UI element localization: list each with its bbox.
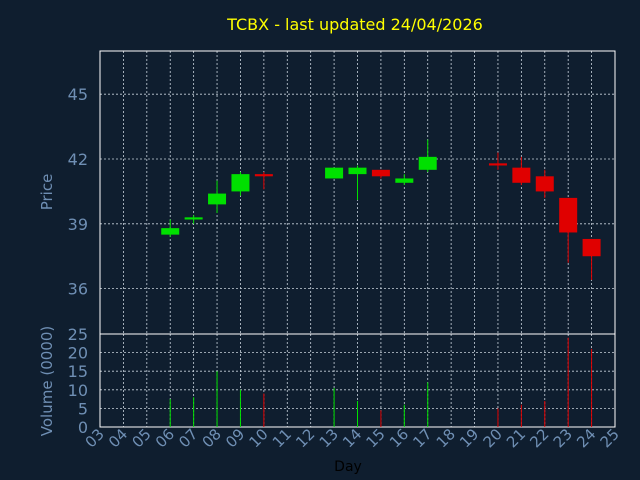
volume-tick-label: 15 bbox=[68, 362, 88, 381]
volume-tick-label: 0 bbox=[78, 418, 88, 437]
chart-title: TCBX - last updated 24/04/2026 bbox=[226, 15, 483, 34]
x-tick-label: 09 bbox=[222, 425, 248, 451]
x-tick-label: 17 bbox=[409, 425, 435, 451]
x-tick-label: 25 bbox=[597, 425, 623, 451]
x-tick-label: 20 bbox=[480, 425, 506, 451]
candle-body bbox=[325, 167, 344, 179]
volume-panel: 0510152025030405060708091011121314151617… bbox=[68, 325, 623, 451]
volume-axis-label: Volume (0000) bbox=[38, 326, 56, 436]
price-tick-label: 45 bbox=[68, 85, 88, 104]
candle-body bbox=[559, 197, 578, 233]
candle-body bbox=[348, 167, 367, 175]
price-axis-label: Price bbox=[38, 174, 56, 211]
volume-tick-label: 25 bbox=[68, 325, 88, 344]
x-tick-label: 16 bbox=[386, 425, 412, 451]
x-tick-label: 06 bbox=[152, 425, 178, 451]
candle-body bbox=[184, 217, 203, 220]
candle-body bbox=[395, 178, 414, 183]
candle-body bbox=[582, 238, 601, 257]
x-tick-label: 23 bbox=[550, 425, 576, 451]
volume-tick-label: 5 bbox=[78, 399, 88, 418]
x-tick-label: 07 bbox=[175, 425, 201, 451]
x-tick-label: 19 bbox=[456, 425, 482, 451]
x-tick-label: 05 bbox=[128, 425, 154, 451]
x-tick-label: 11 bbox=[269, 425, 295, 451]
x-tick-label: 08 bbox=[199, 425, 225, 451]
x-axis-label: Day bbox=[334, 459, 362, 475]
x-tick-label: 10 bbox=[245, 425, 271, 451]
candle-body bbox=[231, 174, 250, 192]
candle-body bbox=[488, 163, 507, 166]
x-tick-label: 24 bbox=[573, 425, 599, 451]
x-tick-label: 21 bbox=[503, 425, 529, 451]
candle-body bbox=[512, 167, 531, 183]
x-tick-label: 12 bbox=[292, 425, 318, 451]
price-tick-label: 39 bbox=[68, 215, 88, 234]
candle-body bbox=[161, 228, 180, 235]
price-panel: 36 39 42 45 bbox=[68, 50, 616, 335]
volume-tick-label: 20 bbox=[68, 344, 88, 363]
candle-body bbox=[371, 169, 390, 177]
candle-body bbox=[208, 193, 227, 205]
x-tick-label: 18 bbox=[433, 425, 459, 451]
price-tick-label: 42 bbox=[68, 150, 88, 169]
x-tick-label: 13 bbox=[316, 425, 342, 451]
candle-body bbox=[418, 156, 437, 170]
candle-body bbox=[254, 174, 273, 177]
x-tick-label: 15 bbox=[363, 425, 389, 451]
x-tick-label: 22 bbox=[526, 425, 552, 451]
candle-body bbox=[535, 176, 554, 192]
volume-tick-label: 10 bbox=[68, 381, 88, 400]
price-tick-label: 36 bbox=[68, 280, 88, 299]
x-tick-label: 14 bbox=[339, 425, 365, 451]
x-tick-label: 04 bbox=[105, 425, 131, 451]
